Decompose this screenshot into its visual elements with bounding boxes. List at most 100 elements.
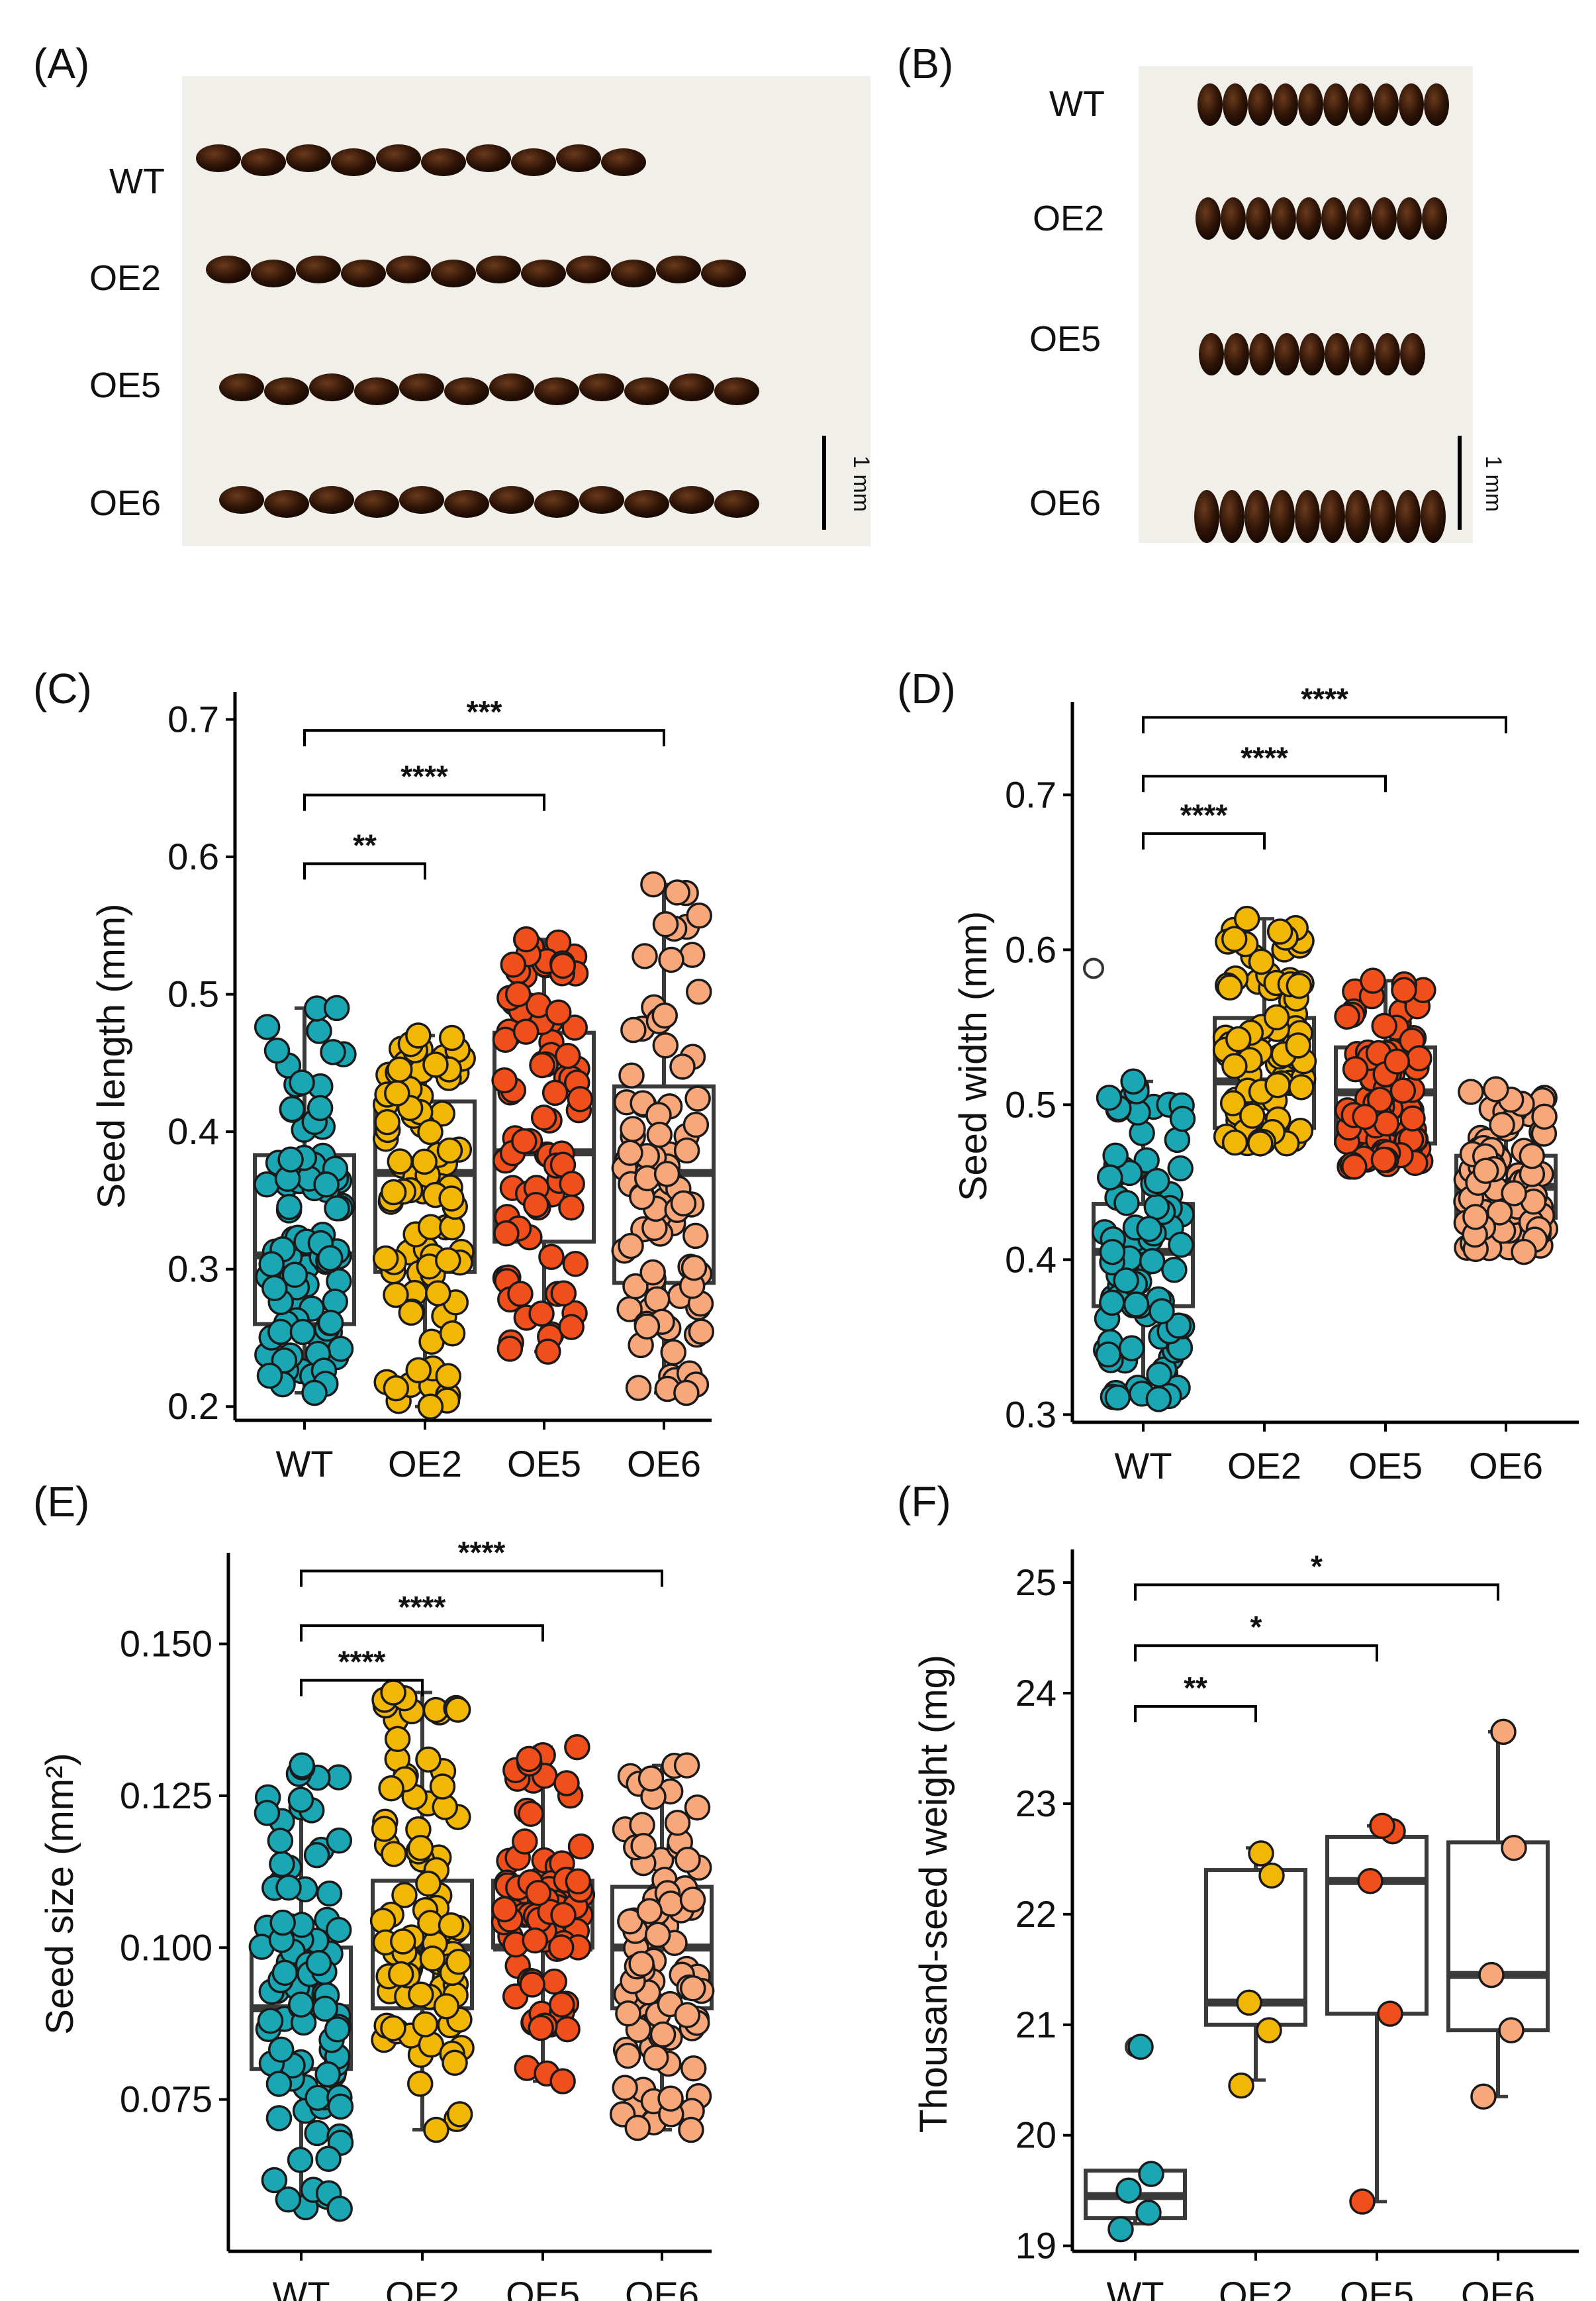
data-point [1099,1238,1126,1265]
seed [1274,333,1299,375]
significance-bracket [300,1624,544,1642]
data-point [1135,2199,1162,2226]
data-point [1169,1105,1196,1132]
panel-d-chart: (D) Seed width (mm) 0.3 0.4 0.5 0.6 0.7 WT OE2… [897,665,1579,1487]
seed [489,486,534,514]
significance-bracket [300,1569,663,1587]
seed [1400,333,1425,375]
data-point [407,1835,434,1861]
seed [309,373,354,401]
seed [556,144,601,172]
seed [1219,490,1244,543]
data-point [1143,1194,1170,1220]
panel-c-chart: (C) Seed length (mm) 0.2 0.3 0.4 0.5 0.6 0.7 W… [33,665,716,1485]
data-point [1334,1003,1360,1030]
data-point [550,1902,577,1928]
data-point [617,1140,643,1166]
data-point [612,2075,638,2101]
seed [341,260,386,287]
data-point [415,1746,442,1773]
data-point [1239,1102,1266,1129]
data-point [651,1003,678,1029]
data-point [1288,1074,1315,1101]
data-point [258,1251,285,1277]
seed [489,373,534,401]
panel-b-seeds [1194,83,1449,543]
data-point [1462,1204,1489,1230]
y-tick-label: 0.6 [167,836,219,877]
data-point [446,1948,472,1975]
data-point [313,1171,340,1198]
data-point [652,1032,679,1059]
data-point [1264,1071,1291,1099]
x-tick-label: OE6 [627,1443,701,1485]
seed [1246,197,1271,240]
data-point [625,1375,652,1401]
data-point [518,1800,544,1828]
data-point [320,1039,346,1065]
data-point [317,1245,344,1271]
seed [431,260,476,287]
data-point [1102,1142,1129,1169]
data-point [1501,1180,1527,1206]
significance-bracket [1134,1644,1378,1662]
data-point [324,2016,351,2043]
data-point [1472,1157,1499,1185]
data-point [324,1195,350,1222]
data-point [1399,1105,1426,1132]
panel-f-label: (F) [897,1478,951,1526]
data-point [512,1018,540,1045]
data-point [369,1908,397,1934]
data-point [664,1810,691,1836]
data-point [263,1037,291,1064]
data-point [507,1281,534,1307]
seed [309,486,354,514]
significance-label: **** [338,1645,386,1679]
y-tick-label: 0.125 [120,1775,212,1816]
data-point [326,2196,353,2222]
data-point [417,1118,444,1146]
data-point [525,1879,551,1906]
x-tick-label: WT [1106,2274,1164,2301]
y-tick-label: 0.2 [167,1385,219,1427]
data-point [1149,1298,1175,1324]
data-point [412,2011,439,2037]
data-point [1248,948,1275,975]
data-point [289,1752,315,1779]
data-point [1384,1048,1411,1075]
data-point [538,1244,565,1270]
data-point [277,1146,304,1173]
significance-bracket [1142,775,1387,793]
significance-bracket [303,729,665,747]
data-point [675,1846,701,1873]
data-point [553,1770,580,1796]
data-point [265,2105,293,2131]
y-tick-label: 22 [1015,1893,1056,1935]
data-point [1113,1189,1140,1216]
data-point [493,1220,520,1247]
seed [1298,83,1323,126]
seed [386,256,431,283]
seed [1422,197,1447,240]
seed [331,148,376,176]
seed [1370,490,1395,543]
x-tick-label: OE5 [506,2274,580,2301]
data-point [439,1320,466,1347]
y-tick-label: 0.5 [167,973,219,1015]
y-tick-label: 25 [1015,1561,1056,1603]
data-point [314,2061,341,2088]
data-point [257,2008,284,2034]
data-point [1360,967,1386,994]
seed [624,377,669,405]
seed [354,377,399,405]
data-point [554,2016,581,2043]
y-tick-label: 19 [1015,2225,1056,2267]
data-point [681,1254,708,1281]
y-tick-label: 0.5 [1005,1083,1056,1125]
panel-b-row-label: OE5 [1029,319,1101,359]
significance-label: **** [1180,798,1228,832]
iqr-box [1325,1835,1429,2016]
seed [534,377,579,405]
y-tick-label: 0.4 [167,1110,219,1152]
seed [264,377,309,405]
